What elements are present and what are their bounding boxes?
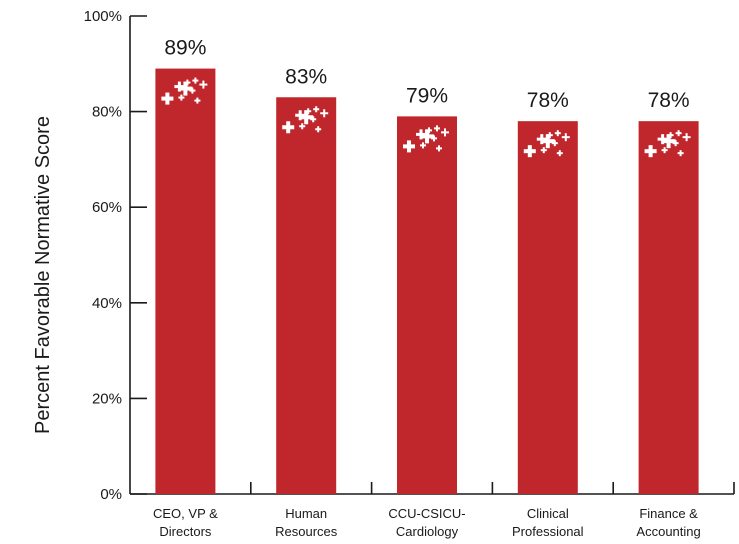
y-tick-label: 0% — [100, 486, 122, 503]
bar — [397, 116, 457, 494]
x-tick-label: Directors — [159, 524, 212, 539]
bar-plus-mark — [666, 134, 671, 149]
bar-value-label: 89% — [164, 37, 206, 60]
x-tick-label: Resources — [275, 524, 338, 539]
bars-group — [155, 68, 699, 494]
bar-plus-mark — [444, 128, 446, 137]
x-tick-label: Professional — [512, 524, 584, 539]
bar — [517, 121, 578, 494]
x-tick-label: Human — [285, 506, 327, 521]
bar-value-label: 83% — [285, 65, 327, 88]
bar-value-label: 78% — [527, 89, 569, 112]
bar-plus-mark — [685, 133, 688, 142]
bar-plus-mark — [679, 150, 682, 157]
bar-plus-mark — [196, 97, 199, 104]
bar-plus-mark — [564, 133, 567, 142]
bar-plus-mark — [422, 142, 424, 149]
bar-plus-mark — [323, 109, 326, 118]
bar-plus-mark — [301, 123, 304, 130]
bar-plus-mark — [202, 80, 205, 89]
y-tick-label: 80% — [92, 104, 122, 121]
labels-group: 89% CEO, VP & Directors 83% Human Resources 79… — [153, 37, 701, 539]
bar-plus-mark — [286, 121, 291, 134]
bar-plus-mark — [407, 140, 411, 153]
bar-plus-mark — [304, 110, 309, 125]
x-tick-label: CEO, VP & — [153, 506, 218, 521]
bar-plus-mark — [663, 147, 666, 154]
y-tick-label: 20% — [92, 390, 122, 407]
x-tick-label: Clinical — [527, 506, 569, 521]
bar-plus-mark — [542, 147, 545, 154]
bar-plus-mark — [436, 125, 438, 132]
bar-plus-mark — [556, 130, 559, 137]
y-tick-label: 40% — [92, 295, 122, 312]
x-tick-label: CCU-CSICU- — [388, 506, 465, 521]
bar-plus-mark — [648, 145, 653, 158]
bar-plus-mark — [438, 145, 440, 152]
bar-plus-mark — [194, 77, 197, 84]
bar-plus-mark — [165, 92, 170, 105]
bar-plus-mark — [677, 130, 680, 137]
x-tick-label: Finance & — [639, 506, 698, 521]
x-tick-label: Accounting — [636, 524, 700, 539]
bar-plus-mark — [527, 145, 532, 158]
bar-value-label: 78% — [648, 89, 690, 112]
y-axis-label: Percent Favorable Normative Score — [32, 116, 54, 434]
y-tick-label: 100% — [84, 8, 122, 25]
bar-plus-mark — [315, 106, 318, 113]
bar-value-label: 79% — [406, 84, 448, 107]
y-tick-label: 60% — [92, 199, 122, 216]
bar — [638, 121, 699, 494]
bar — [276, 97, 337, 494]
bar-plus-mark — [545, 134, 550, 149]
bar — [155, 68, 216, 494]
bar-plus-mark — [317, 126, 320, 133]
bar-plus-mark — [558, 150, 561, 157]
bar-plus-mark — [180, 94, 183, 101]
x-tick-label: Cardiology — [396, 524, 459, 539]
bar-plus-mark — [425, 129, 429, 144]
y-axis: 0% 20% 40% 60% 80% 100% — [84, 8, 147, 503]
bar-plus-mark — [183, 81, 188, 96]
